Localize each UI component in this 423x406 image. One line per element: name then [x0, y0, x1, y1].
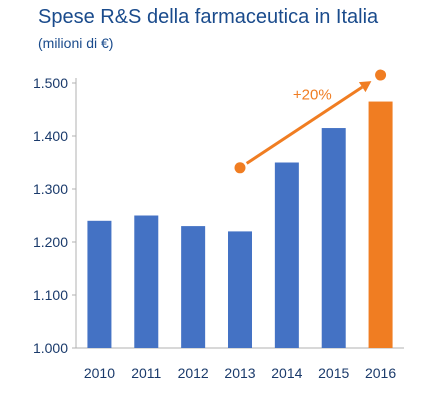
x-tick-label: 2016	[365, 365, 396, 381]
bar-2014	[274, 162, 299, 348]
x-tick-label: 2014	[271, 365, 302, 381]
y-tick-label: 1.000	[33, 340, 68, 356]
annotation-label: +20%	[293, 86, 332, 103]
x-tick-label: 2012	[178, 365, 209, 381]
chart-title: Spese R&S della farmaceutica in Italia	[38, 6, 379, 28]
bar-2012	[181, 226, 206, 348]
y-tick-label: 1.500	[33, 75, 68, 91]
x-tick-label: 2010	[84, 365, 115, 381]
x-tick-label: 2015	[318, 365, 349, 381]
y-tick-label: 1.200	[33, 234, 68, 250]
annotation-start-dot	[234, 162, 246, 174]
x-tick-label: 2011	[131, 365, 161, 381]
annotation-arrow-line	[245, 85, 364, 165]
x-tick-label: 2013	[224, 365, 255, 381]
bar-2010	[87, 220, 112, 348]
bar-2015	[321, 128, 346, 348]
chart-subtitle: (milioni di €)	[38, 35, 114, 51]
bar-2016	[368, 101, 393, 348]
annotation-end-dot	[375, 69, 387, 81]
bar-2011	[134, 215, 159, 348]
annotation-arrow-head	[358, 81, 372, 93]
y-tick-label: 1.100	[33, 287, 68, 303]
y-tick-label: 1.400	[33, 128, 68, 144]
y-tick-label: 1.300	[33, 181, 68, 197]
bar-2013	[228, 231, 252, 348]
